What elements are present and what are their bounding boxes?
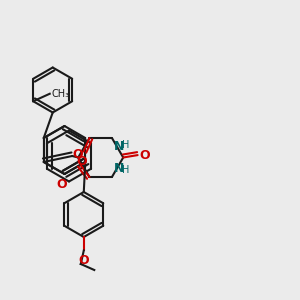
Text: O: O (79, 254, 89, 267)
Text: O: O (140, 148, 150, 162)
Text: O: O (73, 148, 83, 161)
Text: H: H (122, 165, 129, 175)
Text: O: O (77, 155, 87, 168)
Text: H: H (122, 140, 129, 150)
Text: O: O (57, 178, 68, 191)
Text: CH₃: CH₃ (51, 89, 69, 99)
Text: N: N (114, 162, 124, 175)
Text: N: N (114, 140, 124, 153)
